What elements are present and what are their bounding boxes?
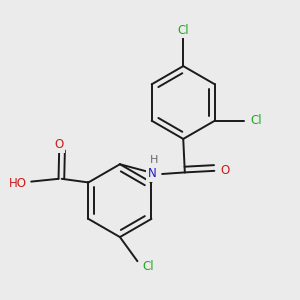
Text: O: O	[220, 164, 229, 177]
Text: Cl: Cl	[250, 114, 262, 127]
Text: Cl: Cl	[142, 260, 154, 273]
Text: Cl: Cl	[177, 24, 189, 37]
Text: O: O	[55, 138, 64, 151]
Text: HO: HO	[9, 177, 27, 190]
Text: N: N	[148, 167, 156, 181]
Text: H: H	[150, 155, 158, 165]
